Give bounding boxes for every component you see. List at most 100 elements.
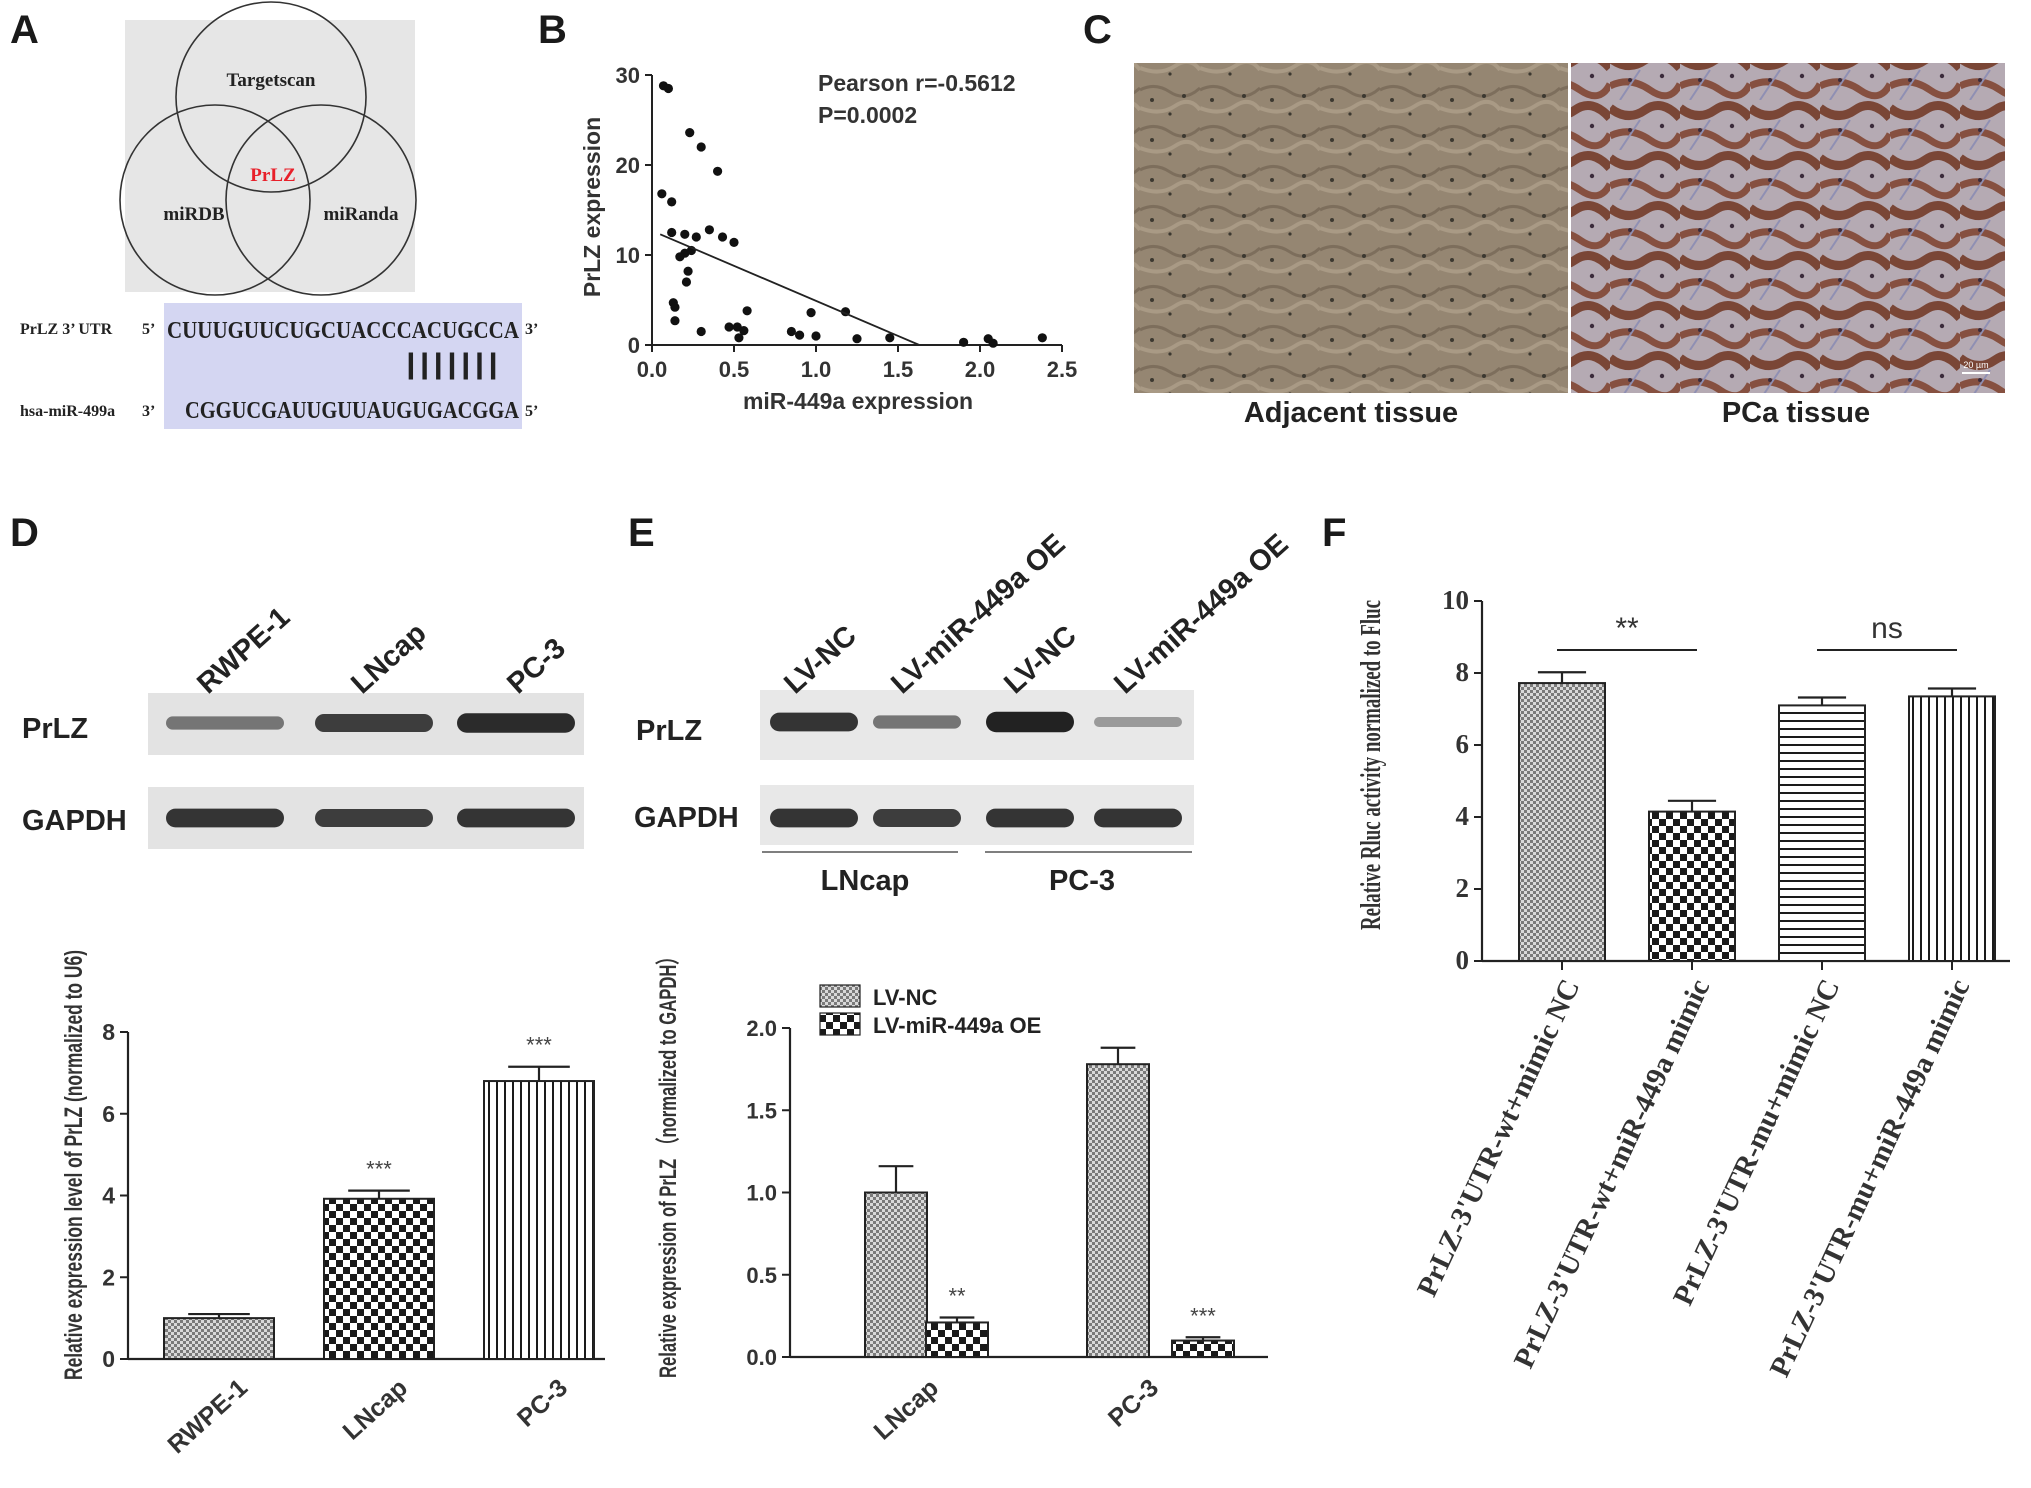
b-ylabel: PrLZ expression (579, 117, 605, 297)
e-lane-3: LV-NC (998, 620, 1083, 701)
e-band-prlz-3 (986, 711, 1074, 733)
venn-circle-mirdb (119, 104, 311, 296)
e-lane-1: LV-NC (778, 620, 863, 701)
venn-label-mirdb: miRDB (163, 204, 225, 225)
scatter-point (663, 83, 674, 94)
venn-background (125, 20, 415, 292)
scatter-point (734, 333, 744, 343)
b-y-tick-label: 30 (616, 63, 640, 88)
scatter-point (683, 266, 693, 276)
f-significance-label: ns (1871, 612, 1903, 645)
d-band-prlz-1 (166, 716, 284, 730)
scatter-point (739, 326, 749, 336)
e-y-tick-label: 2.0 (746, 1016, 777, 1041)
e-lane-4: LV-miR-449a OE (1108, 528, 1294, 700)
panel-letter-f: F (1322, 511, 1346, 555)
f-ylabel: Relative Rluc activity normalized to Flu… (1355, 600, 1387, 930)
panel-d-blot: PrLZ GAPDH RWPE-1 LNcap PC-3 (22, 601, 584, 849)
scatter-point (795, 330, 805, 340)
utr-label: PrLZ 3’ UTR (20, 321, 113, 338)
e-bar (1086, 1063, 1150, 1358)
b-x-tick-label: 0.0 (637, 357, 668, 382)
scatter-point (691, 232, 701, 242)
f-significance-label: ** (1615, 612, 1639, 645)
e-band-gapdh-2 (873, 809, 961, 827)
e-legend-swatch-2 (819, 1012, 861, 1036)
panel-letter-c: C (1083, 8, 1112, 52)
b-x-tick-label: 1.5 (883, 357, 914, 382)
scatter-point (657, 189, 667, 199)
d-lane-3: PC-3 (501, 632, 572, 700)
b-x-tick-label: 1.0 (801, 357, 832, 382)
scatter-point (729, 237, 739, 247)
scatter-point (742, 306, 752, 316)
mir-5prime: 5’ (525, 403, 538, 420)
e-significance: ** (948, 1284, 966, 1309)
e-row-gapdh: GAPDH (634, 802, 739, 834)
d-bar (163, 1317, 275, 1360)
scatter-point (806, 308, 816, 318)
e-band-gapdh-3 (986, 808, 1074, 828)
d-bar (483, 1080, 595, 1361)
utr-3prime: 3’ (525, 321, 538, 338)
e-group-pc3: PC-3 (1049, 865, 1115, 897)
pca-tissue-caption: PCa tissue (1722, 397, 1870, 429)
scatter-point (696, 142, 706, 152)
pca-tissue-image (1571, 63, 2005, 393)
d-x-tick-label: RWPE-1 (162, 1374, 253, 1460)
d-x-tick-label: LNcap (337, 1374, 413, 1446)
e-band-gapdh-4 (1094, 808, 1182, 828)
mir-sequence: CGGUCGAUUGUUAUGUGACGGA (185, 398, 520, 424)
f-y-tick-label: 4 (1456, 801, 1470, 831)
scatter-point (680, 229, 690, 239)
e-bar (864, 1191, 928, 1358)
regression-line (659, 233, 920, 346)
d-band-prlz-3 (457, 713, 575, 733)
scatter-point (724, 322, 734, 332)
d-y-tick-label: 4 (102, 1183, 115, 1209)
scatter-point (670, 316, 680, 326)
d-y-tick-label: 8 (102, 1019, 115, 1045)
b-y-tick-label: 0 (628, 333, 640, 358)
sequence-box (164, 303, 522, 429)
e-row-prlz: PrLZ (636, 715, 702, 747)
f-y-tick-label: 10 (1442, 585, 1469, 615)
d-band-gapdh-1 (166, 808, 284, 828)
e-y-tick-label: 0.0 (746, 1345, 777, 1370)
e-band-prlz-4 (1094, 717, 1182, 727)
f-bar (1778, 704, 1866, 963)
scatter-point (681, 277, 692, 287)
scatter-point (988, 338, 998, 348)
venn-label-center: PrLZ (250, 165, 295, 186)
e-x-tick-label: PC-3 (1103, 1374, 1164, 1433)
e-y-tick-label: 1.0 (746, 1181, 777, 1206)
venn-label-targetscan: Targetscan (226, 70, 315, 91)
d-y-tick-label: 0 (102, 1346, 115, 1372)
e-bar (1171, 1339, 1235, 1359)
scale-bar-label: 20 µm (1963, 360, 1988, 370)
b-y-tick-label: 10 (616, 243, 640, 268)
d-band-gapdh-3 (457, 808, 575, 828)
b-x-tick-label: 0.5 (719, 357, 750, 382)
venn-label-miranda: miRanda (324, 204, 399, 225)
utr-5prime: 5’ (142, 321, 155, 338)
scatter-point (717, 232, 728, 242)
panel-d-chart: 0 2 4 6 8 *** *** RWPE-1 LNcap PC-3 Relative expr… (60, 950, 605, 1459)
e-bar (925, 1321, 989, 1358)
d-lane-1: RWPE-1 (191, 601, 296, 700)
b-x-tick-label: 2.5 (1047, 357, 1078, 382)
d-lane-2: LNcap (345, 617, 432, 700)
b-y-tick-label: 20 (616, 153, 640, 178)
adjacent-tissue-image (1134, 63, 1568, 393)
d-significance: *** (366, 1157, 392, 1182)
adjacent-tissue-caption: Adjacent tissue (1244, 397, 1458, 429)
e-significance: *** (1190, 1303, 1216, 1328)
f-bar (1518, 682, 1606, 963)
scatter-point (852, 334, 862, 344)
f-bar (1908, 695, 1996, 963)
d-band-gapdh-2 (315, 809, 433, 827)
e-legend-swatch-1 (819, 984, 861, 1008)
d-ylabel: Relative expression level of PrLZ (norma… (60, 950, 88, 1380)
